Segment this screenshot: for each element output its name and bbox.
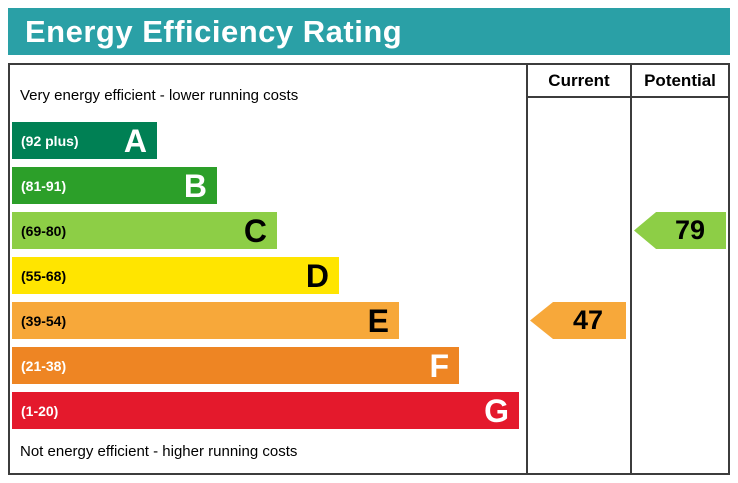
- band-letter: D: [305, 257, 329, 294]
- chart-title: Energy Efficiency Rating: [25, 13, 403, 49]
- band-row-f: (21-38) F: [12, 347, 459, 384]
- band-row-c: (69-80) C: [12, 212, 277, 249]
- current-column-header: Current: [528, 65, 630, 98]
- bottom-note: Not energy efficient - higher running co…: [20, 443, 298, 460]
- band-letter: C: [243, 212, 267, 249]
- band-letter: E: [367, 302, 389, 339]
- band-range-label: (39-54): [21, 312, 67, 329]
- band-range-label: (1-20): [21, 402, 59, 419]
- band-range-label: (21-38): [21, 357, 67, 374]
- band-letter: G: [484, 392, 509, 429]
- potential-rating-arrow: 79: [634, 212, 726, 249]
- band-row-d: (55-68) D: [12, 257, 339, 294]
- rating-chart-area: Current Potential Very energy efficient …: [8, 63, 730, 475]
- band-row-a: (92 plus) A: [12, 122, 157, 159]
- current-rating-arrow: 47: [530, 302, 626, 339]
- potential-column-header: Potential: [632, 65, 728, 98]
- band-range-label: (55-68): [21, 267, 67, 284]
- band-row-e: (39-54) E: [12, 302, 399, 339]
- band-letter: F: [429, 347, 449, 384]
- band-row-b: (81-91) B: [12, 167, 217, 204]
- top-note: Very energy efficient - lower running co…: [20, 87, 299, 104]
- band-letter: A: [123, 122, 147, 159]
- chart-title-bar: Energy Efficiency Rating: [8, 8, 730, 55]
- band-row-g: (1-20) G: [12, 392, 519, 429]
- band-range-label: (69-80): [21, 222, 67, 239]
- band-range-label: (92 plus): [21, 132, 79, 149]
- potential-column-divider: [630, 65, 632, 473]
- band-range-label: (81-91): [21, 177, 67, 194]
- current-column-divider: [526, 65, 528, 473]
- band-letter: B: [183, 167, 207, 204]
